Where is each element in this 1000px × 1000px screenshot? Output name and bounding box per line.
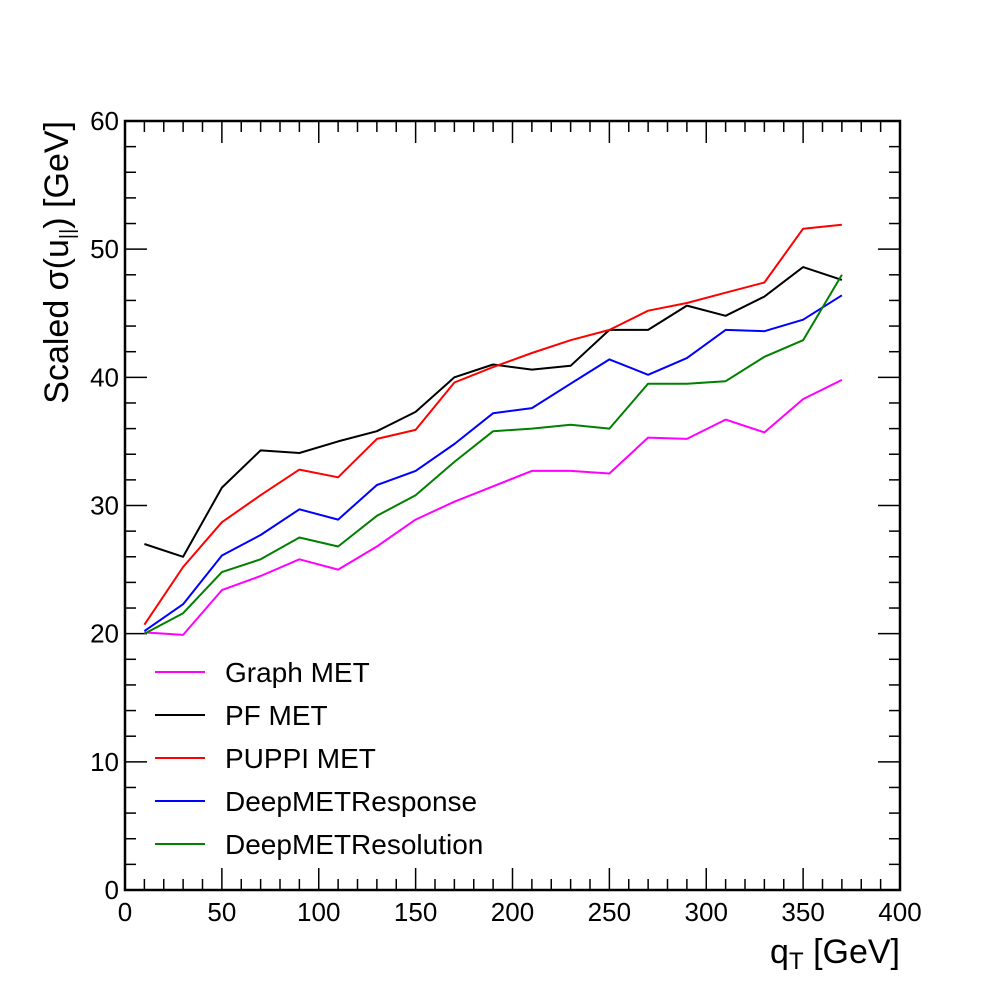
- x-axis-title-sub: T: [789, 948, 804, 975]
- legend-label-deepmetresolution: DeepMETResolution: [225, 829, 483, 860]
- y-tick-label: 10: [90, 747, 119, 777]
- legend-label-pf-met: PF MET: [225, 700, 328, 731]
- y-tick-label: 20: [90, 619, 119, 649]
- series-line-pf-met: [144, 266, 843, 558]
- y-tick-label: 50: [90, 234, 119, 264]
- y-tick-labels: 0 10 20 30 40 50 60: [90, 106, 119, 905]
- x-tick-label: 150: [394, 897, 437, 927]
- y-tick-label: 0: [105, 875, 119, 905]
- x-axis-title: qT [GeV]: [770, 933, 900, 975]
- x-tick-label: 350: [781, 897, 824, 927]
- y-axis-title-main: Scaled σ(u: [38, 239, 76, 404]
- x-tick-label: 250: [588, 897, 631, 927]
- series-lines: [143, 223, 843, 636]
- legend: Graph MET PF MET PUPPI MET DeepMETResponse D…: [155, 657, 483, 860]
- x-tick-label: 0: [118, 897, 132, 927]
- y-tick-label: 60: [90, 106, 119, 136]
- series-line-deepmetresponse: [143, 294, 843, 632]
- plot-frame: [123, 119, 902, 892]
- y-axis-title-unit: ) [GeV]: [38, 121, 76, 229]
- x-tick-label: 400: [878, 897, 921, 927]
- series-line-deepmetresolution: [143, 274, 843, 635]
- x-axis-title-main: q: [770, 933, 789, 971]
- series-line-puppi-met: [143, 223, 843, 626]
- legend-label-graph-met: Graph MET: [225, 657, 370, 688]
- x-tick-label: 300: [685, 897, 728, 927]
- x-tick-label: 100: [297, 897, 340, 927]
- y-axis-title: Scaled σ(u||) [GeV]: [38, 121, 79, 404]
- x-tick-label: 200: [491, 897, 534, 927]
- legend-label-puppi-met: PUPPI MET: [225, 743, 376, 774]
- x-tick-labels: 0 50 100 150 200 250 300 350 400: [118, 897, 922, 927]
- x-tick-label: 50: [207, 897, 236, 927]
- y-tick-label: 40: [90, 362, 119, 392]
- legend-label-deepmetresponse: DeepMETResponse: [225, 786, 477, 817]
- y-axis-title-sub: ||: [57, 229, 79, 239]
- minor-ticks: [125, 121, 900, 890]
- major-ticks: [124, 120, 901, 891]
- x-axis-title-unit: [GeV]: [804, 933, 900, 971]
- series-line-graph-met: [144, 379, 843, 636]
- y-tick-label: 30: [90, 491, 119, 521]
